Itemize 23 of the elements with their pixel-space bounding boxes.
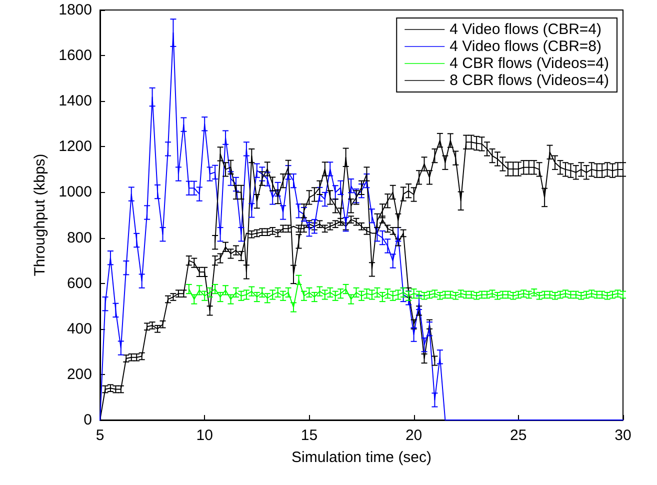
y-tick-label: 800 — [66, 229, 92, 246]
legend-label: 8 CBR flows (Videos=4) — [450, 72, 610, 89]
y-tick-label: 400 — [66, 320, 92, 338]
y-tick-label: 1600 — [58, 47, 92, 64]
y-tick-label: 1800 — [58, 2, 92, 18]
x-tick-label: 20 — [405, 427, 422, 444]
y-tick-label: 1200 — [58, 138, 92, 156]
x-tick-label: 10 — [196, 427, 213, 444]
y-tick-label: 1000 — [58, 184, 92, 201]
y-tick-label: 0 — [84, 412, 92, 428]
legend-label: 4 Video flows (CBR=4) — [450, 21, 602, 38]
legend-label: 4 CBR flows (Videos=4) — [450, 55, 610, 72]
line-series — [188, 279, 624, 308]
x-tick-label: 25 — [510, 427, 527, 444]
x-tick-label: 30 — [614, 427, 632, 444]
y-tick-label: 200 — [66, 366, 92, 383]
y-tick-label: 1400 — [58, 92, 92, 110]
x-axis-title: Simulation time (sec) — [291, 449, 432, 466]
x-tick-label: 5 — [96, 427, 104, 444]
y-axis-title: Throughput (kbps) — [32, 154, 49, 276]
y-tick-label: 600 — [66, 274, 92, 292]
x-tick-label: 15 — [300, 427, 318, 444]
legend-label: 4 Video flows (CBR=8) — [450, 38, 602, 55]
